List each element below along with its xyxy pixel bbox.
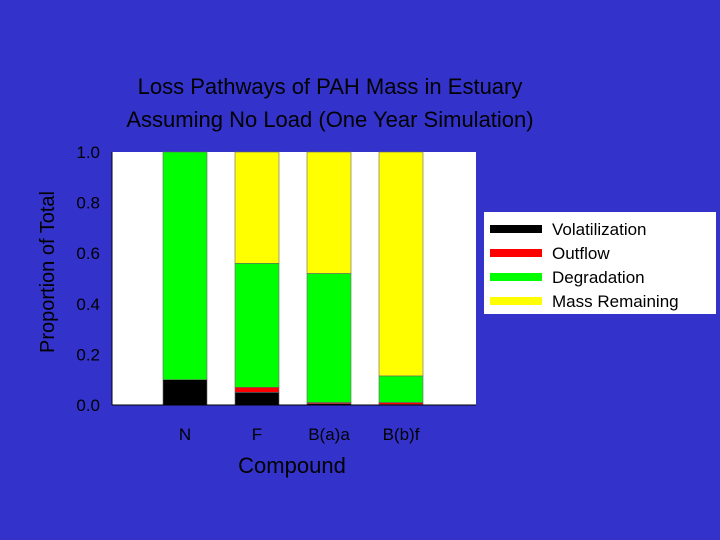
bar-f-degradation bbox=[234, 263, 280, 388]
y-tick-label: 0.4 bbox=[76, 295, 100, 314]
legend-swatch-volatilization bbox=[490, 225, 542, 233]
y-axis-label: Proportion of Total bbox=[37, 191, 59, 353]
legend-label: Outflow bbox=[552, 244, 610, 263]
legend-label: Mass Remaining bbox=[552, 292, 679, 311]
x-axis-label: Compound bbox=[238, 453, 346, 478]
bar-f-volatilization bbox=[234, 392, 280, 406]
y-tick-label: 0.2 bbox=[76, 345, 100, 364]
x-axis-ticks: N F B(a)a B(b)f bbox=[112, 404, 476, 444]
x-tick-label: F bbox=[252, 425, 262, 444]
legend-swatch-outflow bbox=[490, 249, 542, 257]
chart-title-line-2: Assuming No Load (One Year Simulation) bbox=[126, 107, 533, 132]
bar-n-degradation bbox=[162, 151, 208, 380]
bar-baa-degradation bbox=[306, 273, 352, 403]
y-tick-label: 0.8 bbox=[76, 194, 100, 213]
bar-bbf-outflow bbox=[378, 402, 424, 405]
legend: Volatilization Outflow Degradation Mass Rem… bbox=[484, 212, 716, 314]
bars-group bbox=[162, 151, 424, 406]
x-tick-label: B(b)f bbox=[383, 425, 420, 444]
y-tick-label: 0.0 bbox=[76, 396, 100, 415]
y-axis-ticks: 0.0 0.2 0.4 0.6 0.8 1.0 bbox=[76, 143, 113, 415]
bar-f-mass-remaining bbox=[234, 151, 280, 264]
bar-n-volatilization bbox=[162, 379, 208, 406]
legend-swatch-mass-remaining bbox=[490, 297, 542, 305]
chart-title-line-1: Loss Pathways of PAH Mass in Estuary bbox=[138, 74, 523, 99]
bar-bbf-mass-remaining bbox=[378, 151, 424, 377]
legend-label: Degradation bbox=[552, 268, 645, 287]
bar-bbf-degradation bbox=[378, 375, 424, 403]
x-tick-label: B(a)a bbox=[308, 425, 350, 444]
bar-baa-mass-remaining bbox=[306, 151, 352, 274]
legend-swatch-degradation bbox=[490, 273, 542, 281]
x-tick-label: N bbox=[179, 425, 191, 444]
y-tick-label: 1.0 bbox=[76, 143, 100, 162]
y-tick-label: 0.6 bbox=[76, 244, 100, 263]
legend-label: Volatilization bbox=[552, 220, 647, 239]
bar-f-outflow bbox=[234, 386, 280, 393]
